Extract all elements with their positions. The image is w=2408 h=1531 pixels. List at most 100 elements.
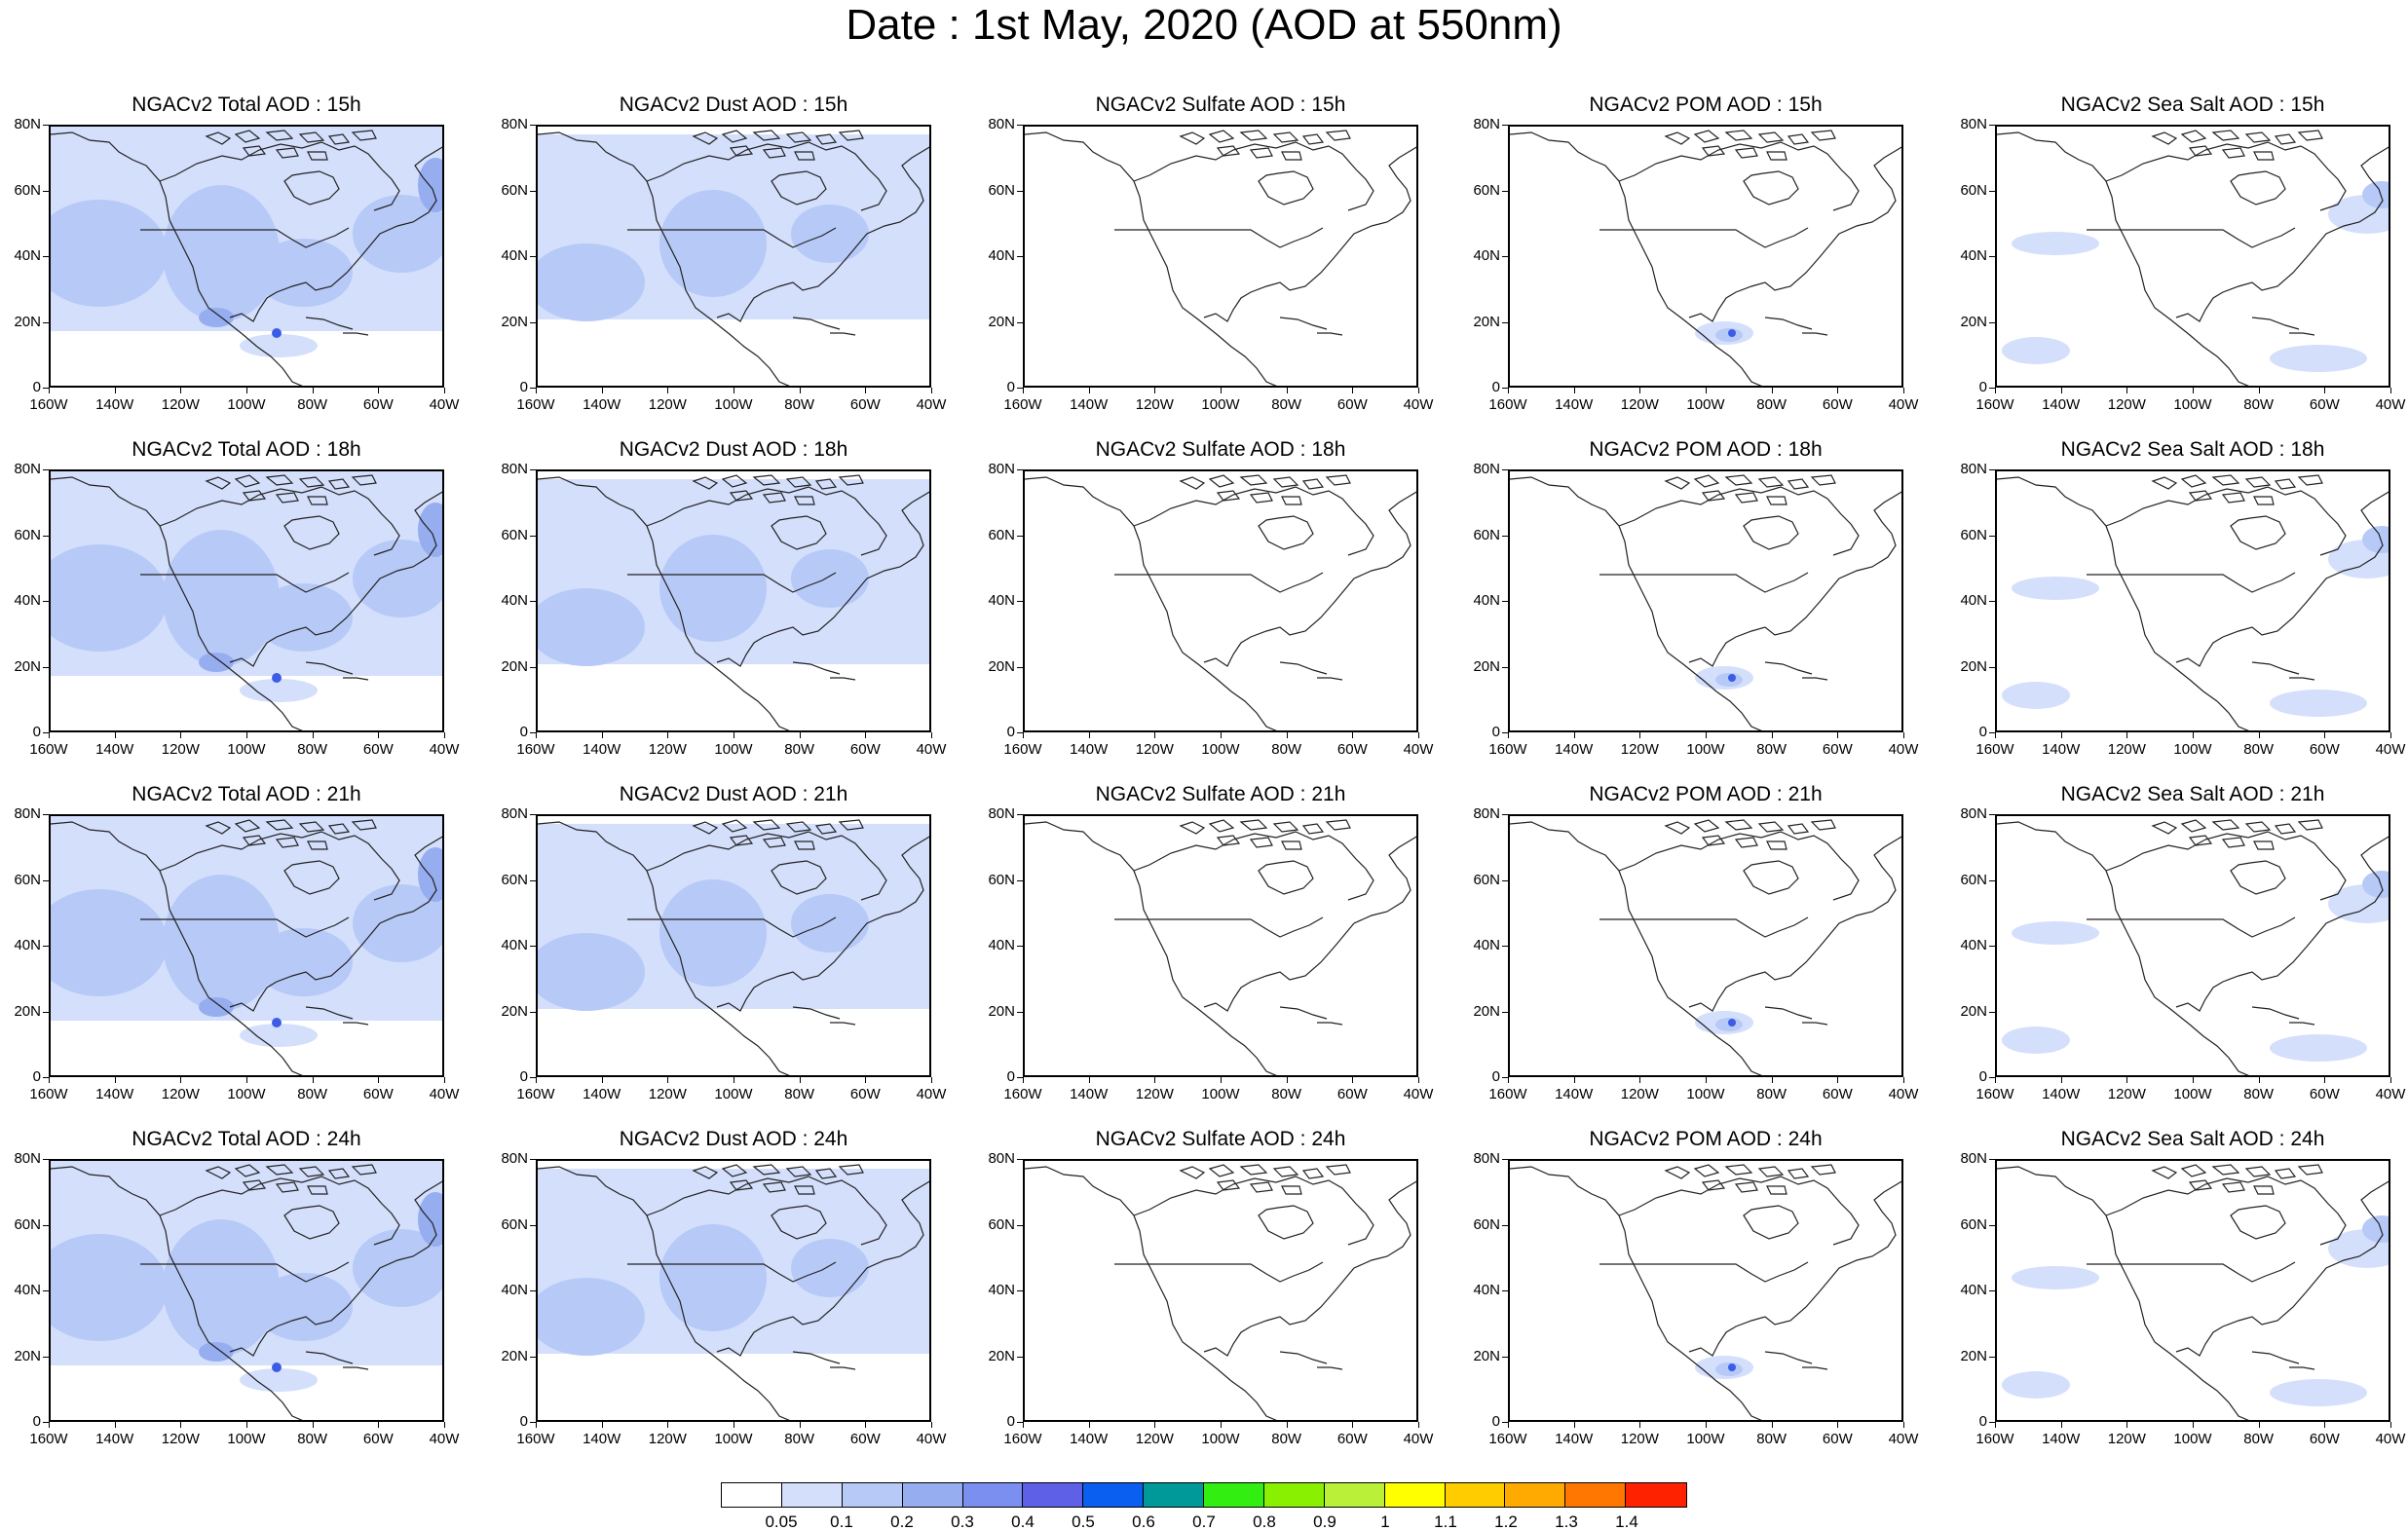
lon-tick-mark	[601, 1422, 603, 1428]
lon-tick-mark	[1573, 1422, 1575, 1428]
lat-tick-label: 80N	[14, 805, 41, 822]
lat-tick-mark	[1502, 1290, 1508, 1291]
panel-title: NGACv2 Sea Salt AOD : 15h	[2060, 93, 2325, 116]
lon-tick-label: 60W	[849, 396, 881, 413]
lon-tick-mark	[667, 1077, 669, 1083]
lon-tick-mark	[1023, 732, 1024, 738]
colorbar-swatch	[1023, 1483, 1084, 1507]
coastline	[1025, 1164, 1416, 1420]
lon-tick-label: 100W	[714, 396, 753, 413]
lat-tick-label: 60N	[501, 871, 528, 888]
lon-tick-label: 100W	[1201, 741, 1240, 758]
lon-tick-label: 80W	[1271, 741, 1302, 758]
lon-tick-mark	[1286, 1422, 1288, 1428]
lon-tick-mark	[49, 1422, 50, 1428]
lon-tick-label: 160W	[1488, 741, 1527, 758]
lat-tick-mark	[530, 190, 536, 192]
lat-tick-mark	[1502, 1011, 1508, 1013]
lon-tick-mark	[180, 388, 182, 393]
colorbar-tick-label: 0.4	[1011, 1512, 1035, 1531]
lat-tick-label: 80N	[988, 1150, 1015, 1167]
lon-tick-label: 120W	[648, 396, 687, 413]
panel-title: NGACv2 Total AOD : 18h	[132, 438, 361, 461]
lon-tick-label: 60W	[362, 396, 394, 413]
lat-tick-label: 80N	[1473, 116, 1500, 132]
lon-tick-mark	[1837, 388, 1839, 393]
lat-tick-label: 60N	[14, 526, 41, 543]
lat-tick-label: 40N	[14, 592, 41, 609]
lon-tick-label: 100W	[714, 741, 753, 758]
colorbar-swatch	[1204, 1483, 1264, 1507]
aod-map-panel	[536, 125, 931, 388]
lat-tick-mark	[1502, 879, 1508, 881]
aod-shading	[1695, 321, 1753, 345]
lon-tick-label: 140W	[95, 1431, 134, 1447]
lon-tick-mark	[1352, 388, 1354, 393]
lon-tick-mark	[1088, 1422, 1090, 1428]
lon-tick-label: 160W	[1488, 1431, 1527, 1447]
lat-tick-mark	[1502, 732, 1508, 733]
colorbar-swatch	[842, 1483, 903, 1507]
lon-tick-label: 80W	[2243, 1086, 2275, 1102]
lat-tick-label: 0	[519, 1068, 528, 1085]
lon-tick-mark	[1903, 1422, 1904, 1428]
lon-tick-label: 100W	[227, 741, 266, 758]
lon-tick-label: 140W	[583, 396, 621, 413]
lon-tick-label: 140W	[1070, 1086, 1109, 1102]
lat-tick-mark	[1502, 321, 1508, 323]
lon-tick-label: 40W	[1403, 1431, 1434, 1447]
lat-tick-mark	[1017, 535, 1023, 537]
panel-title: NGACv2 POM AOD : 18h	[1589, 438, 1823, 461]
coastline	[1510, 474, 1901, 730]
panel-title: NGACv2 Sea Salt AOD : 21h	[2060, 783, 2325, 805]
coastline	[1997, 819, 2389, 1075]
lon-tick-mark	[1639, 1077, 1641, 1083]
panel-title: NGACv2 Dust AOD : 15h	[619, 93, 848, 116]
coastline	[538, 819, 929, 1075]
lon-tick-mark	[1995, 388, 1996, 393]
lat-tick-mark	[1502, 1356, 1508, 1358]
lon-tick-label: 140W	[1555, 1431, 1594, 1447]
lat-tick-mark	[43, 535, 49, 537]
lon-tick-label: 100W	[1686, 1431, 1725, 1447]
lon-tick-label: 120W	[1620, 1086, 1659, 1102]
lat-tick-mark	[1989, 666, 1995, 668]
lon-tick-label: 140W	[583, 1431, 621, 1447]
lat-tick-mark	[1502, 535, 1508, 537]
lon-tick-mark	[1995, 1077, 1996, 1083]
lon-tick-mark	[2126, 1422, 2128, 1428]
lat-tick-mark	[43, 388, 49, 389]
lat-tick-label: 20N	[14, 1347, 41, 1364]
lat-tick-label: 40N	[14, 1282, 41, 1298]
colorbar-swatch	[1565, 1483, 1627, 1507]
lon-tick-label: 120W	[1135, 1431, 1174, 1447]
lat-tick-mark	[530, 535, 536, 537]
lat-tick-label: 0	[1006, 379, 1015, 395]
lon-tick-label: 160W	[1488, 1086, 1527, 1102]
lat-tick-label: 0	[1006, 1413, 1015, 1430]
aod-shading	[538, 824, 929, 1075]
panel-title: NGACv2 Dust AOD : 24h	[619, 1128, 848, 1150]
lon-tick-label: 40W	[2375, 741, 2406, 758]
lon-tick-mark	[2193, 388, 2194, 393]
colorbar-tick-label: 0.05	[765, 1512, 798, 1531]
aod-map	[1997, 130, 2389, 386]
lon-tick-mark	[1221, 1077, 1222, 1083]
lon-tick-label: 100W	[2173, 741, 2212, 758]
lon-tick-mark	[1221, 1422, 1222, 1428]
lon-tick-mark	[1154, 732, 1156, 738]
lon-tick-label: 100W	[1201, 396, 1240, 413]
lon-tick-label: 40W	[1888, 741, 1919, 758]
lon-tick-label: 40W	[1888, 396, 1919, 413]
lon-tick-mark	[1837, 1077, 1839, 1083]
lon-tick-mark	[1706, 1422, 1707, 1428]
lon-tick-mark	[1903, 1077, 1904, 1083]
lon-tick-mark	[2390, 1422, 2391, 1428]
panel-title: NGACv2 Sea Salt AOD : 24h	[2060, 1128, 2325, 1150]
coastline	[1025, 130, 1416, 386]
lon-tick-label: 120W	[2107, 741, 2146, 758]
lon-tick-mark	[2324, 1422, 2326, 1428]
lon-tick-label: 60W	[1822, 396, 1853, 413]
aod-shading	[1695, 1356, 1753, 1379]
lon-tick-mark	[931, 388, 932, 393]
